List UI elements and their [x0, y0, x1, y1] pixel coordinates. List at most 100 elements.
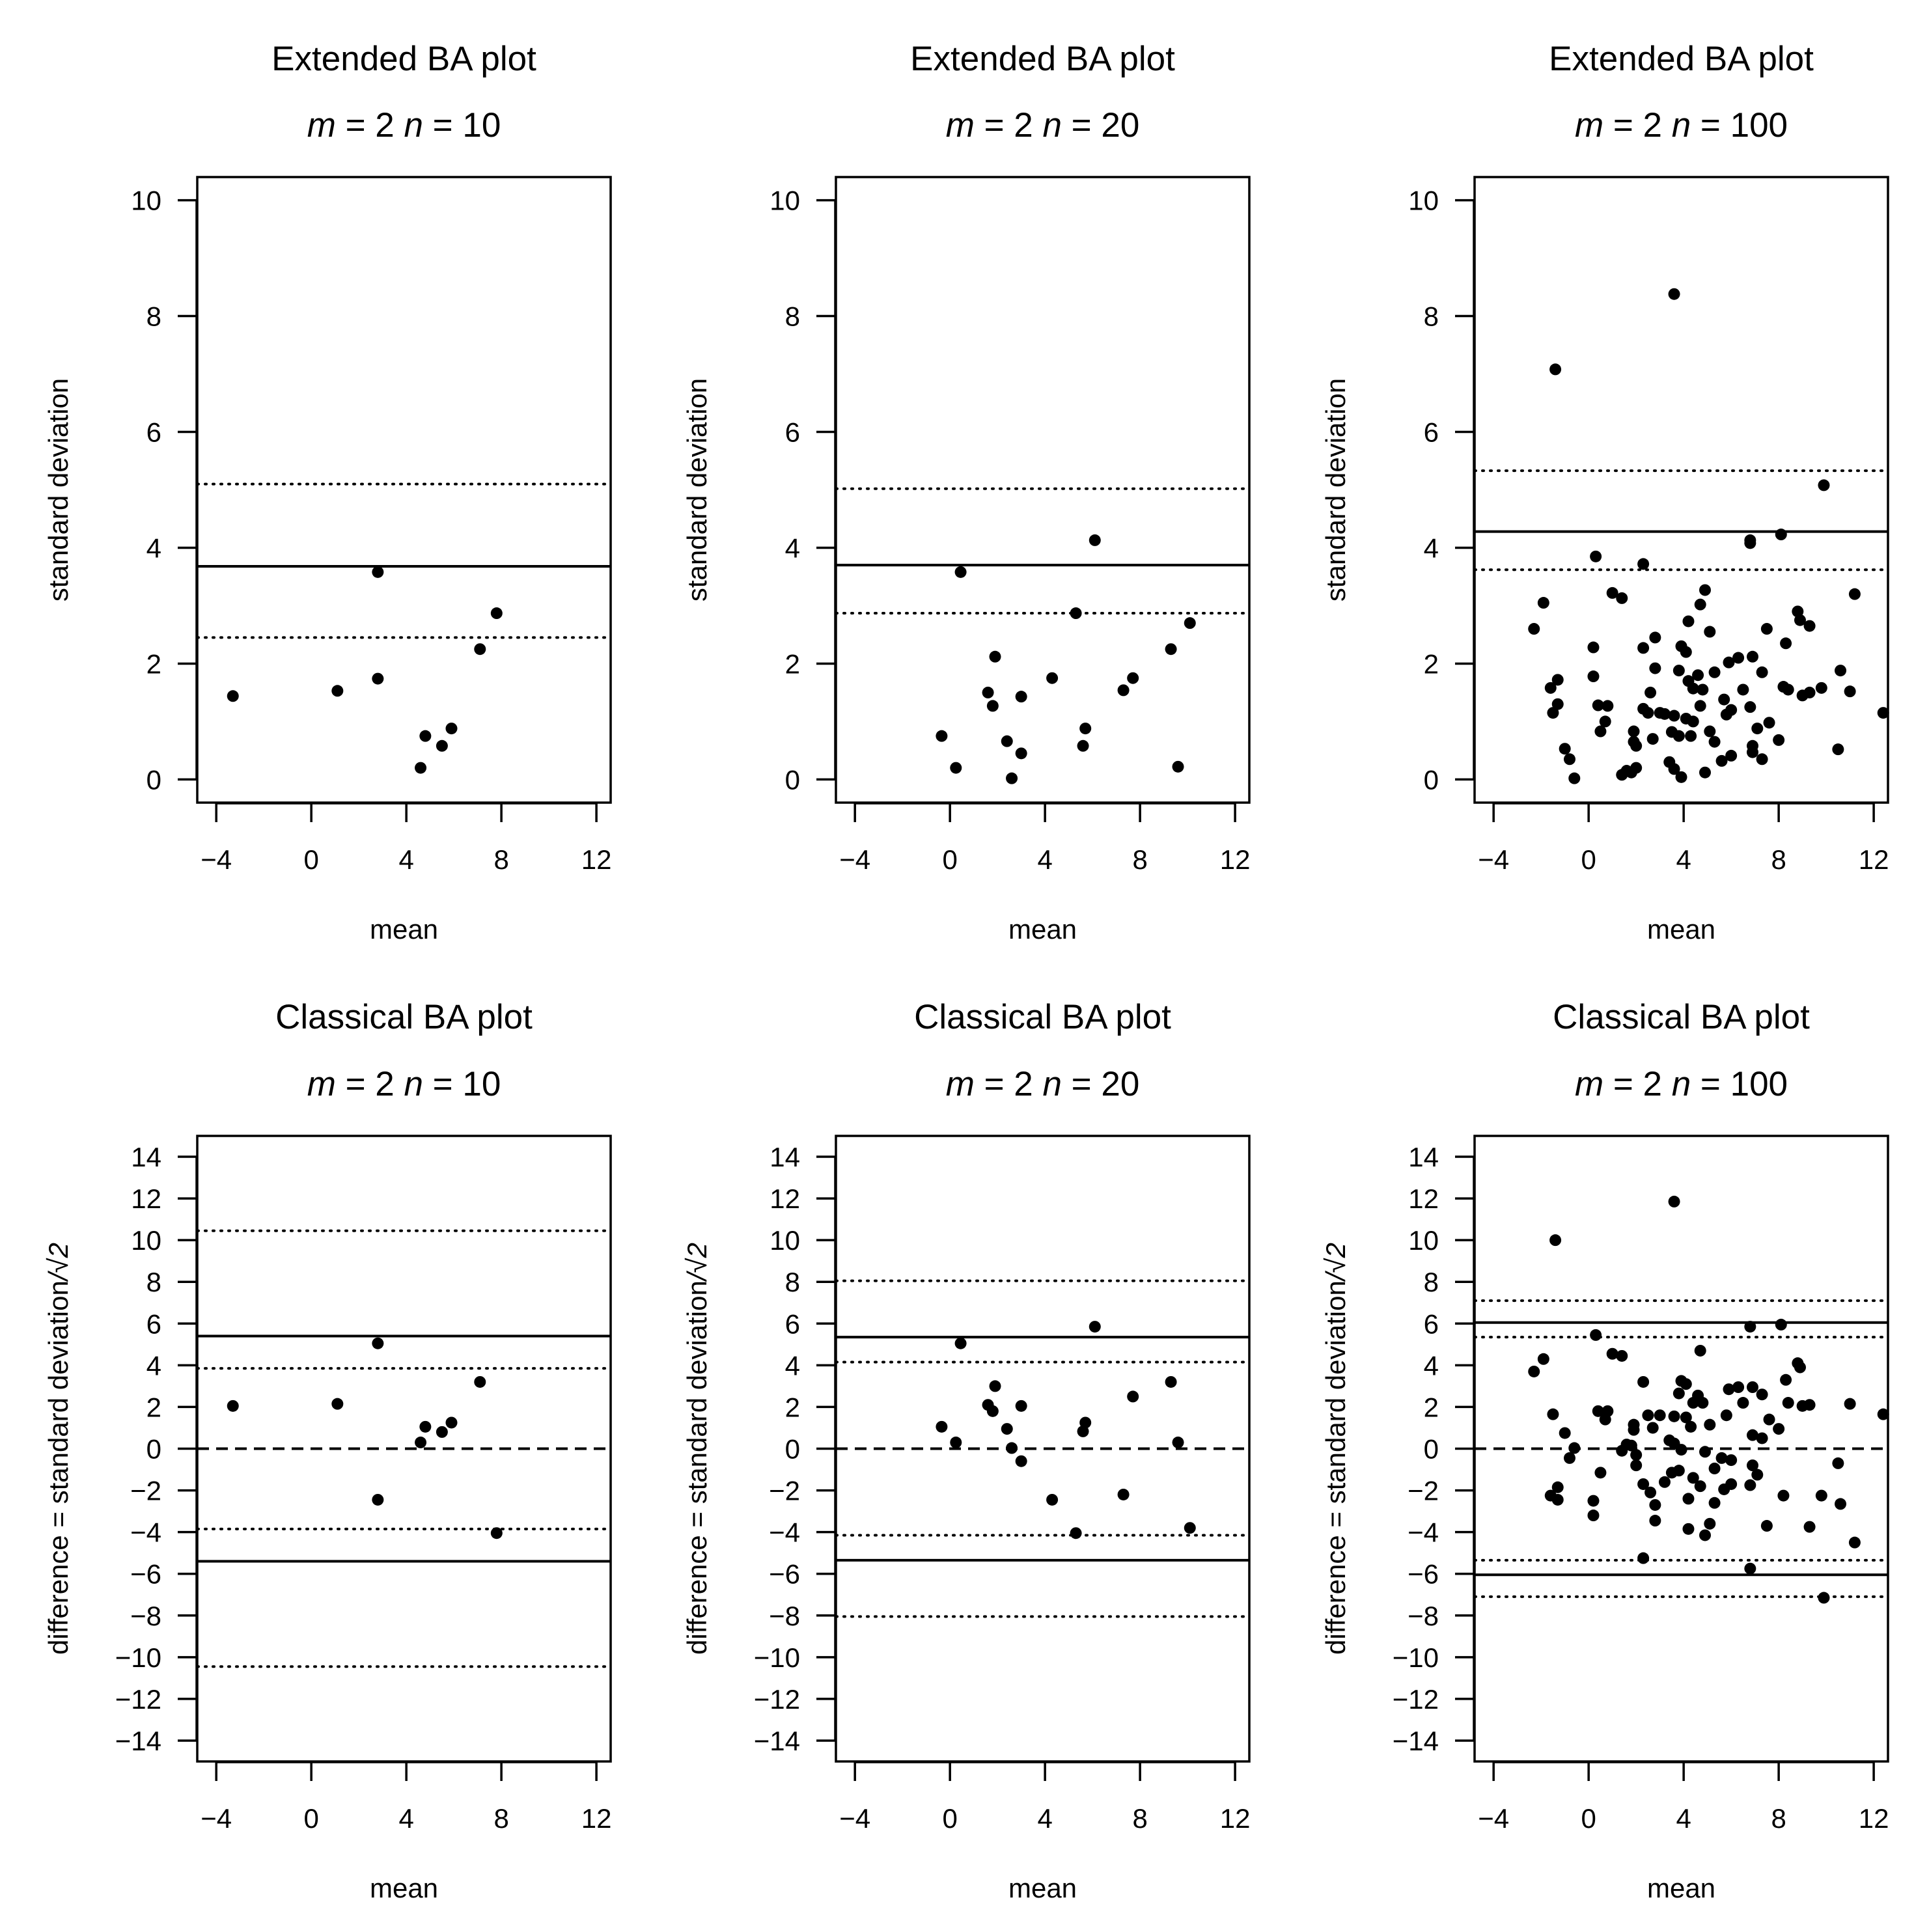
data-point: [1606, 586, 1618, 599]
data-point: [1746, 1381, 1758, 1394]
plot-frame: [196, 176, 612, 804]
data-point: [1015, 1455, 1027, 1467]
data-point: [1692, 669, 1704, 682]
y-tick-label: 6: [785, 417, 800, 448]
data-point: [1815, 682, 1827, 694]
data-point: [1127, 672, 1139, 684]
panel-1: Extended BA plot m = 2 n = 10 −4 0 4 8 12 0 2 4 6 8…: [43, 40, 612, 945]
data-point: [1687, 1472, 1699, 1484]
y-tick-label: −12: [754, 1684, 800, 1715]
data-point: [1001, 1423, 1013, 1435]
y-tick-label: 12: [131, 1183, 161, 1214]
data-point: [982, 686, 994, 698]
y-tick-label: 12: [1408, 1183, 1439, 1214]
y-tick-label: 10: [770, 1225, 800, 1256]
data-point: [1668, 1410, 1680, 1422]
x-tick-label: 12: [581, 844, 612, 875]
subtitle-m-value: = 2: [1603, 106, 1672, 145]
data-point: [986, 700, 999, 712]
panel-3: Extended BA plot m = 2 n = 100 −4 0 4 8 12 0 2 4 6…: [1320, 40, 1889, 945]
data-point: [1006, 1442, 1018, 1454]
data-point: [1844, 1398, 1856, 1410]
data-point: [372, 1493, 384, 1506]
subtitle-n: n: [1042, 106, 1061, 145]
data-point: [1079, 1416, 1092, 1429]
data-point: [1616, 1349, 1628, 1362]
y-tick-label: 6: [146, 417, 161, 448]
data-point: [989, 1380, 1001, 1392]
x-axis-label: mean: [1008, 914, 1077, 945]
data-point: [415, 1436, 427, 1448]
data-point: [1668, 1195, 1680, 1208]
y-tick-label: 0: [146, 764, 161, 795]
data-point: [1672, 1387, 1685, 1400]
data-point: [419, 1420, 432, 1433]
y-tick-label: 6: [1424, 1308, 1439, 1339]
panel-2: Extended BA plot m = 2 n = 20 −4 0 4 8 12 0 2 4 6 8…: [682, 40, 1251, 945]
data-point: [1682, 1523, 1695, 1535]
data-point: [1165, 643, 1177, 656]
chart-title: Classical BA plot: [275, 998, 533, 1036]
data-point: [1001, 735, 1013, 747]
y-axis-label: difference = standard deviation/√2: [1320, 1243, 1351, 1655]
data-point: [1587, 641, 1600, 654]
y-tick-label: 4: [1424, 532, 1439, 563]
y-tick-label: −14: [1393, 1726, 1439, 1756]
data-point: [1737, 683, 1749, 696]
data-point: [1077, 739, 1089, 752]
data-point: [1658, 708, 1671, 720]
chart-title: Extended BA plot: [910, 40, 1175, 78]
data-point: [1668, 288, 1680, 300]
x-tick-label: 12: [1859, 844, 1889, 875]
panel-6: Classical BA plot m = 2 n = 100 −4 0 4 8 12 −14…: [1320, 998, 1889, 1903]
data-point: [1649, 631, 1661, 644]
data-point: [1680, 1378, 1692, 1390]
data-point: [1848, 588, 1861, 600]
data-point: [331, 685, 344, 697]
y-axis-label: standard deviation: [43, 378, 74, 601]
data-point: [1006, 772, 1018, 784]
y-tick-label: 10: [1408, 1225, 1439, 1256]
data-point: [1654, 1409, 1666, 1422]
data-point: [1725, 704, 1738, 716]
data-point: [1751, 723, 1764, 735]
data-point: [1818, 1592, 1830, 1604]
data-point: [1528, 1365, 1540, 1377]
data-point: [1590, 1329, 1602, 1341]
chart-title: Classical BA plot: [1553, 998, 1810, 1036]
data-point: [1127, 1390, 1139, 1403]
x-tick-label: 4: [398, 1803, 413, 1834]
y-tick-label: 4: [146, 532, 161, 563]
data-point: [1715, 1452, 1728, 1464]
y-axis-label-sqrt2: /√2: [1320, 1243, 1351, 1282]
x-tick-label: −4: [839, 844, 870, 875]
data-point: [1756, 666, 1768, 678]
y-axis-label: standard deviation: [1320, 378, 1351, 601]
data-point: [1646, 733, 1659, 745]
data-point: [1680, 646, 1692, 658]
data-point: [1046, 1493, 1059, 1506]
data-point: [1602, 700, 1614, 712]
y-tick-label: −10: [1393, 1642, 1439, 1673]
x-tick-label: 8: [493, 844, 508, 875]
data-point: [1756, 753, 1768, 766]
y-tick-label: −6: [769, 1559, 800, 1590]
subtitle-m-value: = 2: [1603, 1065, 1672, 1103]
y-tick-label: −10: [115, 1642, 161, 1673]
data-point: [1642, 1409, 1654, 1422]
data-point: [1537, 597, 1549, 609]
data-point: [1746, 1429, 1758, 1441]
data-point: [1775, 529, 1787, 541]
data-point: [1637, 1552, 1650, 1564]
y-tick-label: 2: [1424, 648, 1439, 679]
subtitle-m: m: [307, 1065, 336, 1103]
x-tick-label: 0: [942, 844, 957, 875]
data-point: [1089, 1321, 1101, 1333]
data-point: [1687, 682, 1699, 695]
data-point: [372, 672, 384, 685]
data-point: [1649, 662, 1661, 674]
data-point: [1803, 620, 1816, 632]
data-point: [1668, 710, 1680, 722]
data-point: [1780, 637, 1792, 650]
data-point: [1835, 665, 1847, 677]
